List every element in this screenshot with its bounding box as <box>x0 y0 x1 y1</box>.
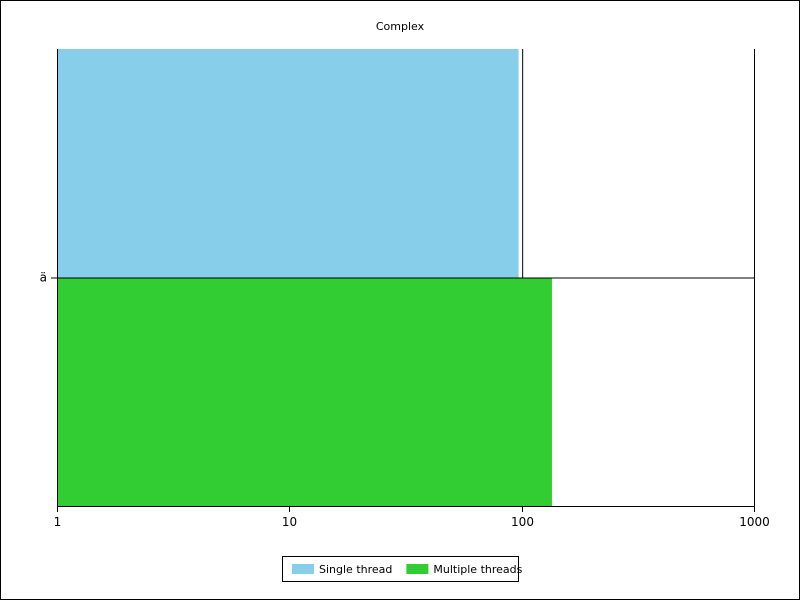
legend-swatch <box>292 564 314 574</box>
x-tick-label: 1 <box>54 515 62 529</box>
x-tick-label: 10 <box>282 515 297 529</box>
legend-box <box>282 556 519 582</box>
axes: ä 1 10 100 1000 <box>40 49 770 529</box>
x-tick-label: 100 <box>511 515 534 529</box>
category-label: ä <box>40 271 47 285</box>
x-tick-label: 1000 <box>739 515 770 529</box>
legend-label: Single thread <box>319 563 392 576</box>
legend-label: Multiple threads <box>433 563 522 576</box>
bar-multiple-threads <box>57 277 552 506</box>
legend: Single thread Multiple threads <box>282 556 523 582</box>
bar-single-thread <box>57 49 519 278</box>
chart-title: Complex <box>376 20 425 33</box>
plot-area <box>57 49 552 506</box>
legend-swatch <box>406 564 429 574</box>
